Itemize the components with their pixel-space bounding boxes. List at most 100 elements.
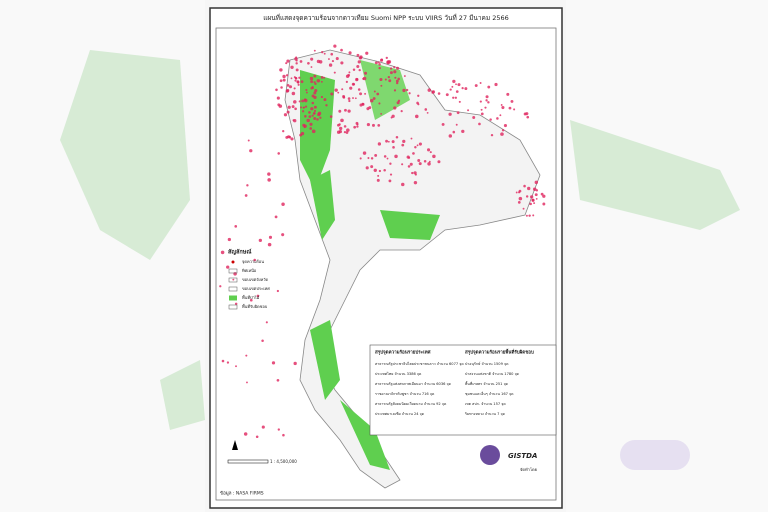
- hotspot: [393, 89, 397, 92]
- summary-item: ประเทศไทย จำนวน 3386 จุด: [375, 371, 422, 377]
- hotspot: [370, 165, 374, 169]
- forest: [360, 60, 410, 120]
- hotspot: [286, 84, 290, 87]
- hotspot: [452, 79, 456, 84]
- hotspot: [408, 92, 411, 95]
- hotspot: [377, 142, 382, 146]
- hotspot: [346, 128, 350, 132]
- hotspot: [378, 102, 381, 105]
- hotspot: [301, 99, 305, 103]
- hotspot: [310, 80, 314, 84]
- hotspot: [255, 435, 259, 439]
- hotspot: [377, 61, 380, 64]
- hotspot: [338, 126, 343, 131]
- hotspot: [472, 116, 476, 120]
- legend-swatch: [231, 260, 235, 264]
- hotspot: [337, 123, 340, 127]
- hotspot: [400, 110, 403, 113]
- hotspot: [374, 61, 378, 65]
- hotspot: [389, 173, 393, 176]
- hotspot: [313, 117, 317, 120]
- producer: จัดทำโดย: [520, 467, 537, 472]
- scale-bar: [227, 459, 269, 464]
- hotspot: [540, 192, 544, 196]
- hotspot: [303, 124, 307, 128]
- hotspot: [337, 91, 340, 94]
- hotspot: [416, 101, 419, 105]
- hotspot: [461, 129, 465, 134]
- hotspot: [233, 272, 237, 276]
- hotspot: [333, 44, 337, 48]
- hotspot: [343, 131, 347, 134]
- hotspot: [372, 97, 376, 100]
- hotspot: [357, 88, 361, 91]
- hotspot: [348, 51, 352, 55]
- hotspot: [515, 191, 518, 194]
- hotspot: [484, 106, 487, 109]
- hotspot: [258, 238, 262, 242]
- hotspot: [226, 361, 230, 364]
- hotspot: [412, 152, 415, 155]
- hotspot: [426, 111, 429, 114]
- forest: [60, 50, 190, 260]
- hotspot: [397, 99, 401, 103]
- hotspot: [356, 125, 359, 128]
- hotspot: [427, 88, 432, 92]
- hotspot: [271, 361, 276, 365]
- hotspot: [389, 71, 393, 75]
- summary-item: ป่าอนุรักษ์ จำนวน 1509 จุด: [465, 362, 509, 367]
- hotspot: [298, 100, 301, 103]
- hotspot: [378, 66, 381, 70]
- hotspot: [296, 80, 300, 84]
- hotspot: [383, 155, 387, 158]
- hotspot: [290, 137, 294, 141]
- hotspot: [376, 92, 380, 96]
- hotspot: [530, 195, 534, 199]
- hotspot: [281, 202, 285, 206]
- hotspot: [445, 93, 449, 97]
- hotspot: [355, 78, 359, 81]
- hotspot: [522, 207, 525, 210]
- hotspot: [340, 48, 343, 52]
- legend-swatch: [229, 295, 237, 301]
- hotspot: [485, 99, 488, 102]
- hotspot: [282, 74, 286, 79]
- hotspot: [429, 151, 432, 154]
- hotspot: [331, 60, 335, 63]
- hotspot: [384, 78, 387, 81]
- hotspot: [290, 77, 293, 80]
- hotspot: [277, 103, 281, 107]
- hotspot: [532, 214, 535, 217]
- hotspot: [348, 99, 351, 103]
- hotspot: [494, 82, 498, 87]
- summary-item: ริมทางหลวง จำนวน 7 จุด: [465, 412, 506, 417]
- panel: [566, 0, 768, 512]
- hotspot: [356, 53, 360, 57]
- hotspot: [279, 79, 283, 83]
- hotspot: [288, 85, 293, 89]
- hotspot: [391, 114, 395, 118]
- hotspot: [297, 83, 300, 86]
- hotspot: [457, 83, 461, 87]
- summary-list: สาธารณรัฐประชาธิปไตยประชาชนลาว จำนวน 607…: [375, 361, 520, 417]
- hotspot: [500, 132, 504, 136]
- hotspot: [286, 59, 290, 63]
- forest: [160, 360, 205, 430]
- hotspot: [371, 123, 375, 127]
- hotspot: [418, 142, 422, 146]
- hotspot: [401, 163, 404, 166]
- hotspot: [417, 94, 420, 97]
- hotspot: [480, 108, 483, 111]
- hotspot: [388, 179, 392, 183]
- hotspot: [340, 118, 344, 123]
- hotspot: [474, 84, 478, 88]
- hotspot: [365, 51, 369, 55]
- hotspot: [267, 178, 271, 182]
- hotspot: [290, 65, 294, 70]
- hotspot: [499, 114, 502, 117]
- hotspot: [432, 154, 436, 159]
- hotspot: [526, 115, 530, 119]
- hotspot: [383, 169, 386, 172]
- hotspot: [396, 81, 399, 85]
- hotspot: [518, 189, 522, 193]
